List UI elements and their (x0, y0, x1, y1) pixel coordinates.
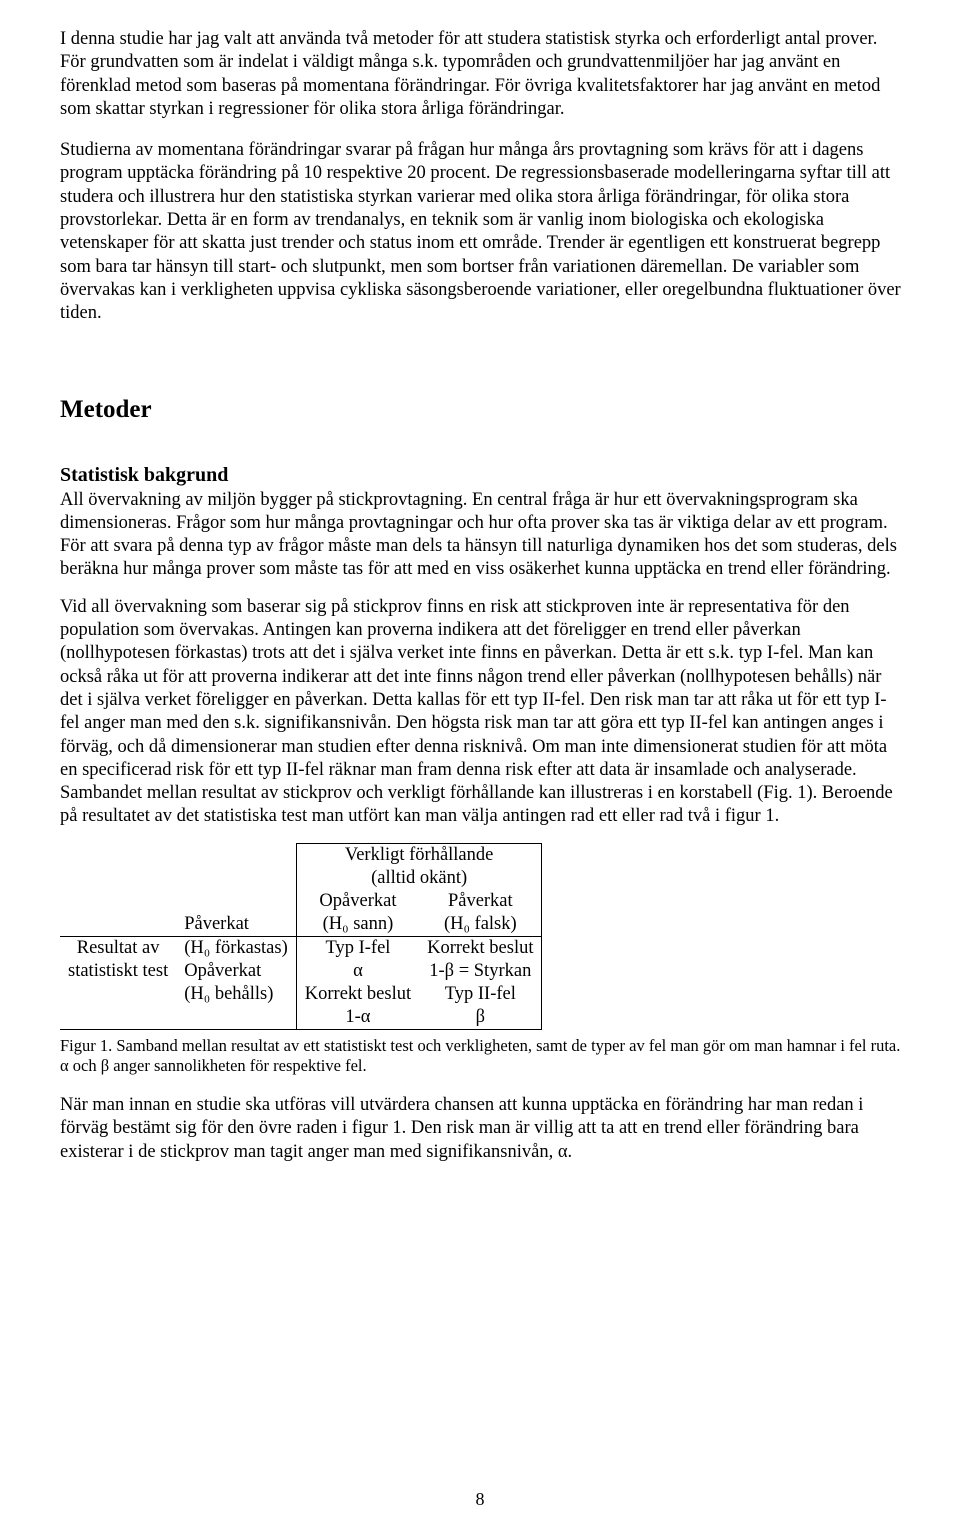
table-row-group1: Resultat av (60, 936, 176, 960)
table-row1-label-top: Påverkat (176, 913, 296, 937)
page-number: 8 (0, 1489, 960, 1510)
table-row2-label-sub: (H₀ behålls) (176, 983, 296, 1006)
section-heading-methods: Metoder (60, 396, 904, 424)
table-col1-top: Opåverkat (296, 890, 419, 913)
paragraph: All övervakning av miljön bygger på stic… (60, 489, 904, 582)
table-cell-r1c2-top: Korrekt beslut (419, 936, 542, 960)
table-cell-r2c2-top: Typ II-fel (419, 983, 542, 1006)
table-row-group2: statistiskt test (60, 960, 176, 983)
table-row1-label-sub: (H₀ förkastas) (176, 936, 296, 960)
figure-caption: Figur 1. Samband mellan resultat av ett … (60, 1036, 904, 1076)
paragraph: När man innan en studie ska utföras vill… (60, 1094, 904, 1164)
table-header-top: Verkligt förhållande (296, 843, 542, 867)
subsection-heading-stat-background: Statistisk bakgrund (60, 464, 904, 487)
table-col2-sub: (H₀ falsk) (419, 913, 542, 937)
table-cell-r2c1-top: Korrekt beslut (296, 983, 419, 1006)
table-spacer (60, 843, 176, 867)
document-page: I denna studie har jag valt att använda … (0, 0, 960, 1524)
table-cell-r2c2-sub: β (419, 1006, 542, 1030)
table-cell-r1c1-top: Typ I-fel (296, 936, 419, 960)
decision-table: Verkligt förhållande (alltid okänt) Opåv… (60, 843, 542, 1030)
table-spacer (176, 843, 296, 867)
table-header-sub: (alltid okänt) (296, 867, 542, 890)
table-col1-sub: (H₀ sann) (296, 913, 419, 937)
table-cell-r2c1-sub: 1-α (296, 1006, 419, 1030)
table-col2-top: Påverkat (419, 890, 542, 913)
paragraph: I denna studie har jag valt att använda … (60, 28, 904, 121)
paragraph: Vid all övervakning som baserar sig på s… (60, 596, 904, 829)
table-cell-r1c1-sub: α (296, 960, 419, 983)
paragraph: Studierna av momentana förändringar svar… (60, 139, 904, 325)
table-row2-label-top: Opåverkat (176, 960, 296, 983)
table-cell-r1c2-sub: 1-β = Styrkan (419, 960, 542, 983)
